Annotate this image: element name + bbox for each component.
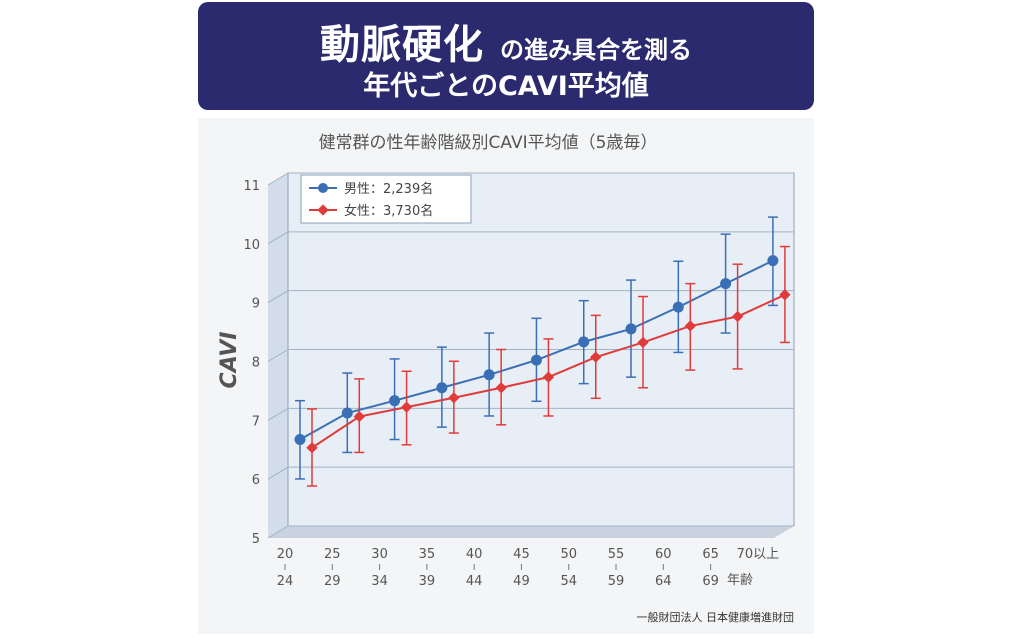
grid-line-side [267, 407, 289, 421]
x-tick-label-bottom: 29 [324, 574, 341, 589]
banner-subtitle: 年代ごとのCAVI平均値 [363, 71, 649, 102]
y-axis-ticks: 5 6 7 8 9 10 11 [243, 179, 260, 547]
x-tick-label-top: 50 [560, 547, 577, 562]
x-axis-ticks: 20 24 25 29 30 34 35 39 40 44 45 49 50 54 55 59 60 64 65 69… [277, 547, 779, 589]
x-tick-label-bottom: 54 [560, 574, 577, 589]
data-point [590, 351, 602, 363]
y-tick-label: 10 [243, 238, 260, 253]
data-point [495, 382, 507, 394]
data-point [767, 255, 779, 267]
x-tick-label-bottom: 24 [277, 574, 294, 589]
x-tick-label-top: 65 [702, 547, 719, 562]
source-credit: 一般財団法人 日本健康増進財団 [637, 610, 795, 624]
x-tick-label-bottom: 69 [702, 574, 719, 589]
data-point [779, 289, 791, 301]
x-tick-label-top: 35 [419, 547, 436, 562]
data-point [672, 301, 684, 313]
banner-title-line: 動脈硬化 の進み具合を測る [198, 12, 814, 68]
x-axis-label: 年齢 [727, 573, 753, 588]
data-point [353, 410, 365, 423]
y-tick-label: 9 [252, 297, 260, 312]
legend-box [300, 174, 472, 224]
data-point [684, 320, 696, 332]
title-banner: 動脈硬化 の進み具合を測る 年代ごとのCAVI平均値 [198, 2, 814, 110]
x-tick-label-top: 60 [655, 547, 672, 562]
banner-title-sub: の進み具合を測る [500, 36, 692, 64]
x-tick-label-top: 40 [466, 547, 483, 562]
data-point [530, 354, 542, 366]
chart-legend: 男性：2,239名 女性：3,730名 [300, 174, 472, 224]
x-tick-label-top: 45 [513, 547, 530, 562]
x-tick-label-bottom: 44 [466, 574, 483, 589]
data-point [542, 371, 555, 383]
grid-line-side [267, 466, 289, 480]
legend-male-marker [318, 183, 328, 193]
data-point [341, 407, 353, 419]
x-tick-label-top: 55 [608, 547, 625, 562]
x-tick-label-bottom: 34 [371, 574, 388, 589]
series-layer [294, 216, 791, 487]
chart-title: 健常群の性年齢階級別CAVI平均値（5歳毎） [319, 133, 658, 153]
legend-female-label: 女性：3,730名 [344, 203, 433, 219]
grid-line-side [267, 290, 289, 304]
grid-line-side [267, 349, 289, 362]
y-tick-label: 7 [252, 414, 260, 429]
y-tick-label: 11 [243, 179, 260, 194]
grid-line-side [267, 231, 289, 245]
x-tick-label-top: 30 [371, 547, 388, 562]
y-tick-label: 6 [252, 473, 260, 488]
data-point [637, 336, 649, 349]
y-tick-label: 8 [252, 356, 260, 371]
legend-male-label: 男性：2,239名 [344, 181, 433, 197]
y-tick-label: 5 [252, 532, 260, 547]
grid-line-side [267, 172, 289, 186]
x-tick-label-top: 25 [324, 547, 341, 562]
series-male [294, 216, 779, 480]
data-point [731, 310, 744, 323]
data-point [436, 382, 448, 394]
data-point [625, 323, 637, 335]
x-tick-label-bottom: 59 [608, 574, 625, 589]
chart-panel: 健常群の性年齢階級別CAVI平均値（5歳毎） 5 6 7 8 9 10 11 20 24 25 2… [198, 118, 814, 634]
x-tick-label-bottom: 64 [655, 574, 672, 589]
x-tick-label-top: 20 [277, 547, 294, 562]
banner-title-main: 動脈硬化 [320, 22, 484, 68]
data-point [389, 395, 401, 407]
x-tick-label-bottom: 49 [513, 574, 530, 589]
y-axis-label: CAVI [217, 332, 242, 389]
x-tick-label-bottom: 39 [419, 574, 436, 589]
series-female [306, 245, 791, 487]
data-point [483, 369, 495, 381]
data-point [578, 336, 590, 348]
data-point [400, 401, 413, 413]
data-point [294, 434, 306, 446]
plot-floor [268, 526, 794, 538]
data-point [448, 392, 460, 404]
x-tick-label-top: 70以上 [737, 547, 780, 562]
grid-line-side [267, 525, 289, 539]
data-point [720, 278, 732, 290]
